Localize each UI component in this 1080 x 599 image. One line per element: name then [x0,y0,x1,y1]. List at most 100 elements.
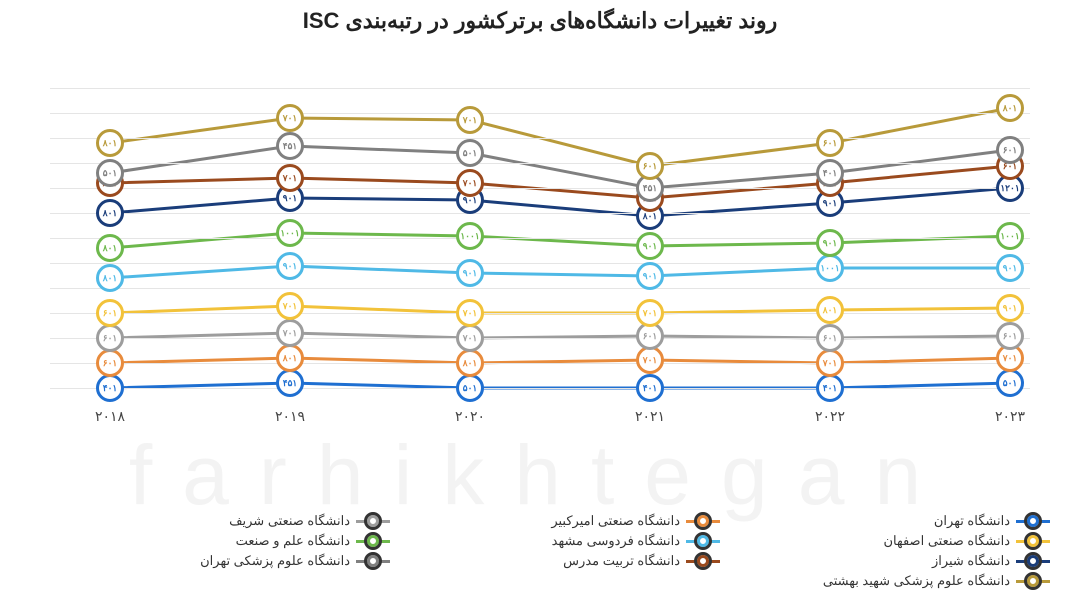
legend-item: دانشگاه فردوسی مشهد [420,533,720,549]
legend-swatch [356,554,390,568]
marker-label: ۱۰۰۱ [280,228,299,239]
marker-label: ۶۰۱ [1003,145,1018,156]
legend-label: دانشگاه صنعتی شریف [229,513,350,529]
legend-item: دانشگاه صنعتی شریف [90,513,390,529]
legend-item: دانشگاه علوم پزشکی تهران [90,553,390,569]
marker-label: ۶۰۱ [1003,331,1018,342]
gridline [50,388,1030,389]
data-marker: ۵۰۱ [456,139,484,167]
legend-label: دانشگاه علوم پزشکی تهران [200,553,350,569]
marker-label: ۵۰۱ [1003,378,1018,389]
data-marker: ۸۰۱ [96,264,124,292]
data-marker: ۸۰۱ [456,349,484,377]
legend-swatch [1016,574,1050,588]
series-line [110,188,1010,216]
marker-label: ۴۰۱ [643,383,658,394]
marker-label: ۹۰۱ [283,193,298,204]
chart-area: ۴۰۱ ۴۵۱ ۵۰۱ ۴۰۱ ۴۰۱ ۵۰۱ ۶۰۱ ۸۰۱ ۸۰۱ ۷۰۱ ۷۰۱ ۷۰۱ ۶۰۱ ۷… [20,38,1060,438]
gridline [50,263,1030,264]
chart-title: روند تغییرات دانشگاه‌های برترکشور در رتب… [0,0,1080,38]
legend-swatch [356,534,390,548]
marker-label: ۷۰۱ [283,173,298,184]
marker-label: ۹۰۱ [823,198,838,209]
data-marker: ۷۰۱ [636,299,664,327]
data-marker: ۷۰۱ [456,169,484,197]
data-marker: ۴۰۱ [816,374,844,402]
legend-label: دانشگاه علم و صنعت [236,533,350,549]
data-marker: ۱۰۰۱ [276,219,304,247]
data-marker: ۹۰۱ [996,294,1024,322]
data-marker: ۷۰۱ [456,324,484,352]
marker-label: ۱۲۰۱ [1000,183,1019,194]
marker-label: ۶۰۱ [643,161,658,172]
gridline [50,338,1030,339]
marker-label: ۹۰۱ [283,261,298,272]
marker-label: ۷۰۱ [463,308,478,319]
marker-label: ۴۵۱ [283,378,298,389]
marker-label: ۷۰۱ [823,358,838,369]
marker-label: ۶۰۱ [103,333,118,344]
data-marker: ۸۰۱ [816,296,844,324]
legend-label: دانشگاه تهران [934,513,1010,529]
legend-swatch [1016,554,1050,568]
data-marker: ۴۰۱ [816,159,844,187]
data-marker: ۵۰۱ [456,374,484,402]
marker-label: ۷۰۱ [463,333,478,344]
series-line [110,233,1010,248]
marker-label: ۶۰۱ [643,331,658,342]
gridline [50,363,1030,364]
data-marker: ۷۰۱ [276,292,304,320]
legend-label: دانشگاه علوم پزشکی شهید بهشتی [823,573,1010,589]
marker-label: ۷۰۱ [283,113,298,124]
legend-label: دانشگاه صنعتی اصفهان [883,533,1010,549]
chart-legend: دانشگاه تهران دانشگاه صنعتی امیرکبیر دانشگ… [30,513,1050,589]
legend-label: دانشگاه صنعتی امیرکبیر [551,513,680,529]
marker-label: ۸۰۱ [103,243,118,254]
marker-label: ۴۰۱ [823,383,838,394]
legend-swatch [686,534,720,548]
marker-label: ۹۰۱ [823,238,838,249]
marker-label: ۸۰۱ [103,208,118,219]
data-marker: ۱۰۰۱ [456,222,484,250]
marker-label: ۷۰۱ [1003,353,1018,364]
marker-label: ۷۰۱ [283,301,298,312]
data-marker: ۹۰۱ [276,252,304,280]
x-axis-label: ۲۰۲۲ [815,408,845,425]
marker-label: ۸۰۱ [103,138,118,149]
data-marker: ۴۵۱ [276,369,304,397]
marker-label: ۴۵۱ [643,183,658,194]
marker-label: ۹۰۱ [463,268,478,279]
data-marker: ۶۰۱ [96,349,124,377]
data-marker: ۶۰۱ [96,324,124,352]
data-marker: ۴۰۱ [636,374,664,402]
gridline [50,288,1030,289]
legend-item: دانشگاه صنعتی اصفهان [750,533,1050,549]
marker-label: ۶۰۱ [823,333,838,344]
marker-label: ۷۰۱ [643,355,658,366]
marker-label: ۹۰۱ [643,271,658,282]
gridline [50,113,1030,114]
marker-label: ۷۰۱ [283,328,298,339]
data-marker: ۱۰۰۱ [996,222,1024,250]
marker-label: ۹۰۱ [1003,303,1018,314]
marker-label: ۸۰۱ [643,211,658,222]
data-marker: ۵۰۱ [96,159,124,187]
x-axis-label: ۲۰۲۱ [635,408,665,425]
marker-label: ۴۰۱ [103,383,118,394]
data-marker: ۶۰۱ [816,129,844,157]
series-line [110,266,1010,278]
gridline [50,313,1030,314]
data-marker: ۴۵۱ [276,132,304,160]
marker-label: ۱۰۰۱ [820,263,839,274]
marker-label: ۹۰۱ [1003,263,1018,274]
data-marker: ۶۰۱ [996,322,1024,350]
data-marker: ۷۰۱ [456,299,484,327]
data-marker: ۶۰۱ [816,324,844,352]
data-marker: ۷۰۱ [456,106,484,134]
marker-label: ۷۰۱ [463,178,478,189]
legend-swatch [686,554,720,568]
legend-item: دانشگاه تربیت مدرس [420,553,720,569]
legend-label: دانشگاه فردوسی مشهد [552,533,680,549]
marker-label: ۸۰۱ [283,353,298,364]
x-axis-label: ۲۰۲۰ [455,408,485,425]
